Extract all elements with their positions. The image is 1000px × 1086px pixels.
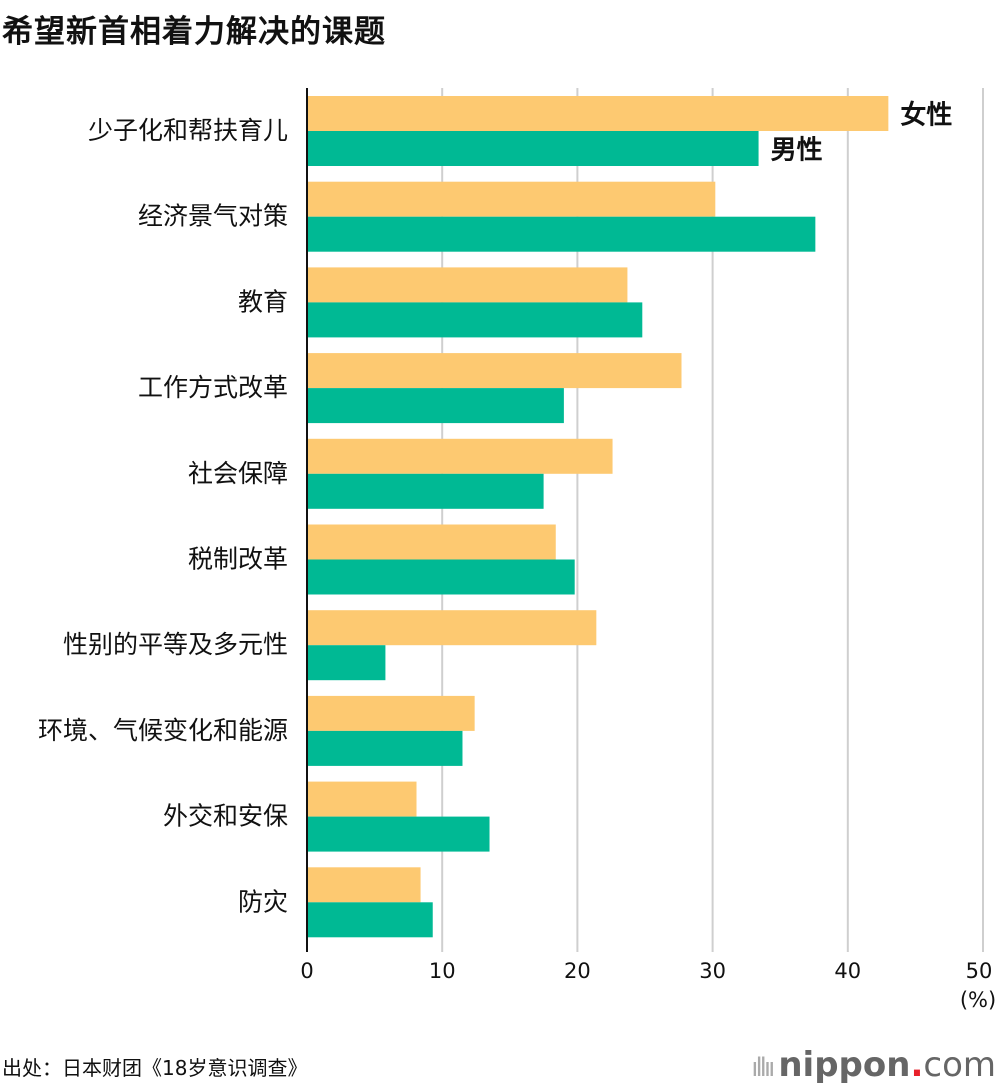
source-note: 出处：日本财团《18岁意识调查》 <box>2 1056 308 1080</box>
category-label: 经济景气对策 <box>138 202 288 231</box>
logo-bars-icon: ıllıı <box>751 1053 775 1083</box>
bar-female <box>307 438 613 474</box>
chart-title: 希望新首相着力解决的课题 <box>2 14 386 50</box>
bar-male <box>307 131 759 166</box>
bar-female <box>307 353 682 389</box>
category-label: 外交和安保 <box>163 802 288 831</box>
bar-male <box>307 473 544 509</box>
bar-chart: 0 10 20 30 40 50 (%) 少子化和帮扶育儿 女性男性经济景气对策教育工作方式改革… <box>38 88 996 1012</box>
x-tick-label: 10 <box>429 959 456 983</box>
x-unit-label: (%) <box>960 988 996 1012</box>
bar-female <box>307 695 475 731</box>
x-tick-label: 40 <box>834 959 861 983</box>
category-label: 社会保障 <box>188 459 288 488</box>
x-tick-label: 20 <box>564 959 591 983</box>
bar-male <box>307 216 816 252</box>
category-label: 防灾 <box>238 887 288 916</box>
bar-male <box>307 388 564 424</box>
category-label: 性别的平等及多元性 <box>63 630 288 659</box>
bar-male <box>307 645 386 681</box>
bar-male <box>307 559 575 595</box>
series-label-female: 女性 <box>900 100 952 131</box>
bar-female <box>307 524 556 560</box>
bar-female <box>307 267 628 303</box>
series-label-male: 男性 <box>771 136 823 166</box>
bar-male <box>307 302 643 338</box>
bar-male <box>307 816 490 852</box>
bar-female <box>307 867 421 903</box>
category-label: 少子化和帮扶育儿 <box>88 116 288 145</box>
nippon-logo: ıllıı nippon.com <box>751 1045 996 1085</box>
bar-female <box>307 96 889 131</box>
bar-female <box>307 610 597 646</box>
bar-female <box>307 181 716 217</box>
x-tick-label: 30 <box>699 959 726 983</box>
x-tick-label: 50 <box>966 959 993 983</box>
category-label: 工作方式改革 <box>138 373 288 402</box>
bar-male <box>307 730 463 766</box>
bar-female <box>307 781 417 817</box>
x-tick-label: 0 <box>300 959 313 983</box>
category-label: 环境、气候变化和能源 <box>38 716 288 745</box>
category-label: 教育 <box>238 287 288 316</box>
bar-male <box>307 902 433 938</box>
category-label: 税制改革 <box>188 545 288 574</box>
